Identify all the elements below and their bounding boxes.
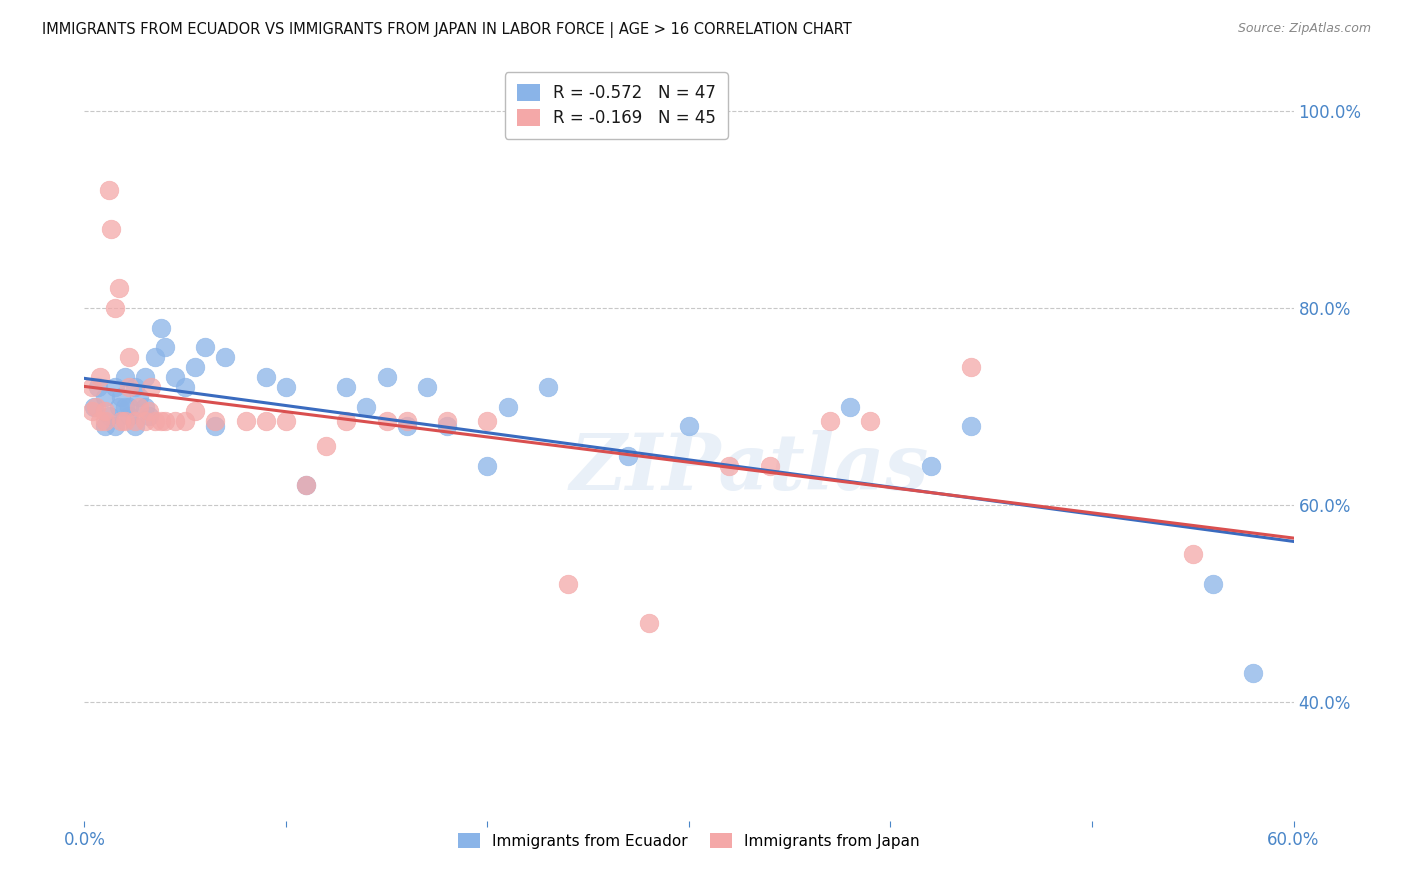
Point bbox=[100, 222, 122, 236]
Point bbox=[1202, 577, 1225, 591]
Point bbox=[477, 458, 499, 473]
Text: Source: ZipAtlas.com: Source: ZipAtlas.com bbox=[1237, 22, 1371, 36]
Point bbox=[557, 577, 579, 591]
Point bbox=[93, 419, 115, 434]
Point bbox=[138, 409, 160, 424]
Point bbox=[118, 351, 141, 365]
Point bbox=[128, 400, 150, 414]
Point bbox=[184, 404, 207, 418]
Point bbox=[86, 400, 108, 414]
Legend: Immigrants from Ecuador, Immigrants from Japan: Immigrants from Ecuador, Immigrants from… bbox=[449, 823, 929, 858]
Point bbox=[134, 400, 156, 414]
Point bbox=[124, 380, 146, 394]
Point bbox=[174, 414, 197, 428]
Point bbox=[174, 380, 197, 394]
Point bbox=[110, 390, 132, 404]
Point bbox=[356, 400, 378, 414]
Point bbox=[274, 380, 297, 394]
Point bbox=[295, 478, 318, 492]
Point bbox=[960, 419, 983, 434]
Point bbox=[859, 414, 882, 428]
Point bbox=[477, 414, 499, 428]
Point bbox=[124, 419, 146, 434]
Point bbox=[107, 281, 129, 295]
Point bbox=[254, 414, 277, 428]
Point bbox=[89, 414, 111, 428]
Point bbox=[93, 404, 115, 418]
Point bbox=[204, 419, 226, 434]
Point bbox=[335, 414, 357, 428]
Point bbox=[104, 380, 127, 394]
Point bbox=[436, 414, 458, 428]
Point bbox=[89, 370, 111, 384]
Point bbox=[118, 380, 141, 394]
Point bbox=[87, 380, 110, 394]
Point bbox=[118, 409, 141, 424]
Point bbox=[104, 301, 127, 315]
Point bbox=[436, 419, 458, 434]
Point bbox=[496, 400, 519, 414]
Point bbox=[375, 370, 398, 384]
Point bbox=[274, 414, 297, 428]
Point bbox=[375, 414, 398, 428]
Point bbox=[110, 414, 132, 428]
Point bbox=[114, 414, 136, 428]
Point bbox=[124, 414, 146, 428]
Point bbox=[184, 360, 207, 375]
Point bbox=[204, 414, 226, 428]
Point bbox=[960, 360, 983, 375]
Point bbox=[134, 370, 156, 384]
Point bbox=[839, 400, 862, 414]
Point bbox=[82, 404, 104, 418]
Point bbox=[83, 400, 105, 414]
Point bbox=[139, 380, 162, 394]
Point bbox=[97, 409, 120, 424]
Point bbox=[1181, 548, 1204, 562]
Point bbox=[416, 380, 439, 394]
Point bbox=[395, 414, 418, 428]
Point bbox=[149, 320, 172, 334]
Point bbox=[134, 414, 156, 428]
Point bbox=[107, 400, 129, 414]
Point bbox=[617, 449, 640, 463]
Point bbox=[143, 414, 166, 428]
Point bbox=[93, 414, 115, 428]
Point bbox=[104, 419, 127, 434]
Point bbox=[235, 414, 257, 428]
Point bbox=[153, 414, 176, 428]
Point bbox=[97, 183, 120, 197]
Point bbox=[758, 458, 780, 473]
Point bbox=[254, 370, 277, 384]
Point bbox=[1241, 665, 1264, 680]
Text: IMMIGRANTS FROM ECUADOR VS IMMIGRANTS FROM JAPAN IN LABOR FORCE | AGE > 16 CORRE: IMMIGRANTS FROM ECUADOR VS IMMIGRANTS FR… bbox=[42, 22, 852, 38]
Point bbox=[149, 414, 172, 428]
Point bbox=[818, 414, 841, 428]
Point bbox=[128, 390, 150, 404]
Point bbox=[194, 340, 217, 354]
Point bbox=[537, 380, 560, 394]
Point bbox=[335, 380, 357, 394]
Point bbox=[114, 400, 136, 414]
Point bbox=[315, 439, 337, 453]
Point bbox=[165, 370, 187, 384]
Point bbox=[143, 351, 166, 365]
Point bbox=[214, 351, 236, 365]
Point bbox=[678, 419, 700, 434]
Point bbox=[295, 478, 318, 492]
Point bbox=[118, 400, 141, 414]
Point bbox=[920, 458, 942, 473]
Point bbox=[718, 458, 741, 473]
Point bbox=[82, 380, 104, 394]
Point bbox=[165, 414, 187, 428]
Point bbox=[138, 404, 160, 418]
Point bbox=[114, 370, 136, 384]
Point bbox=[93, 390, 115, 404]
Point bbox=[395, 419, 418, 434]
Text: ZIPatlas: ZIPatlas bbox=[569, 430, 929, 507]
Point bbox=[637, 616, 659, 631]
Point bbox=[153, 340, 176, 354]
